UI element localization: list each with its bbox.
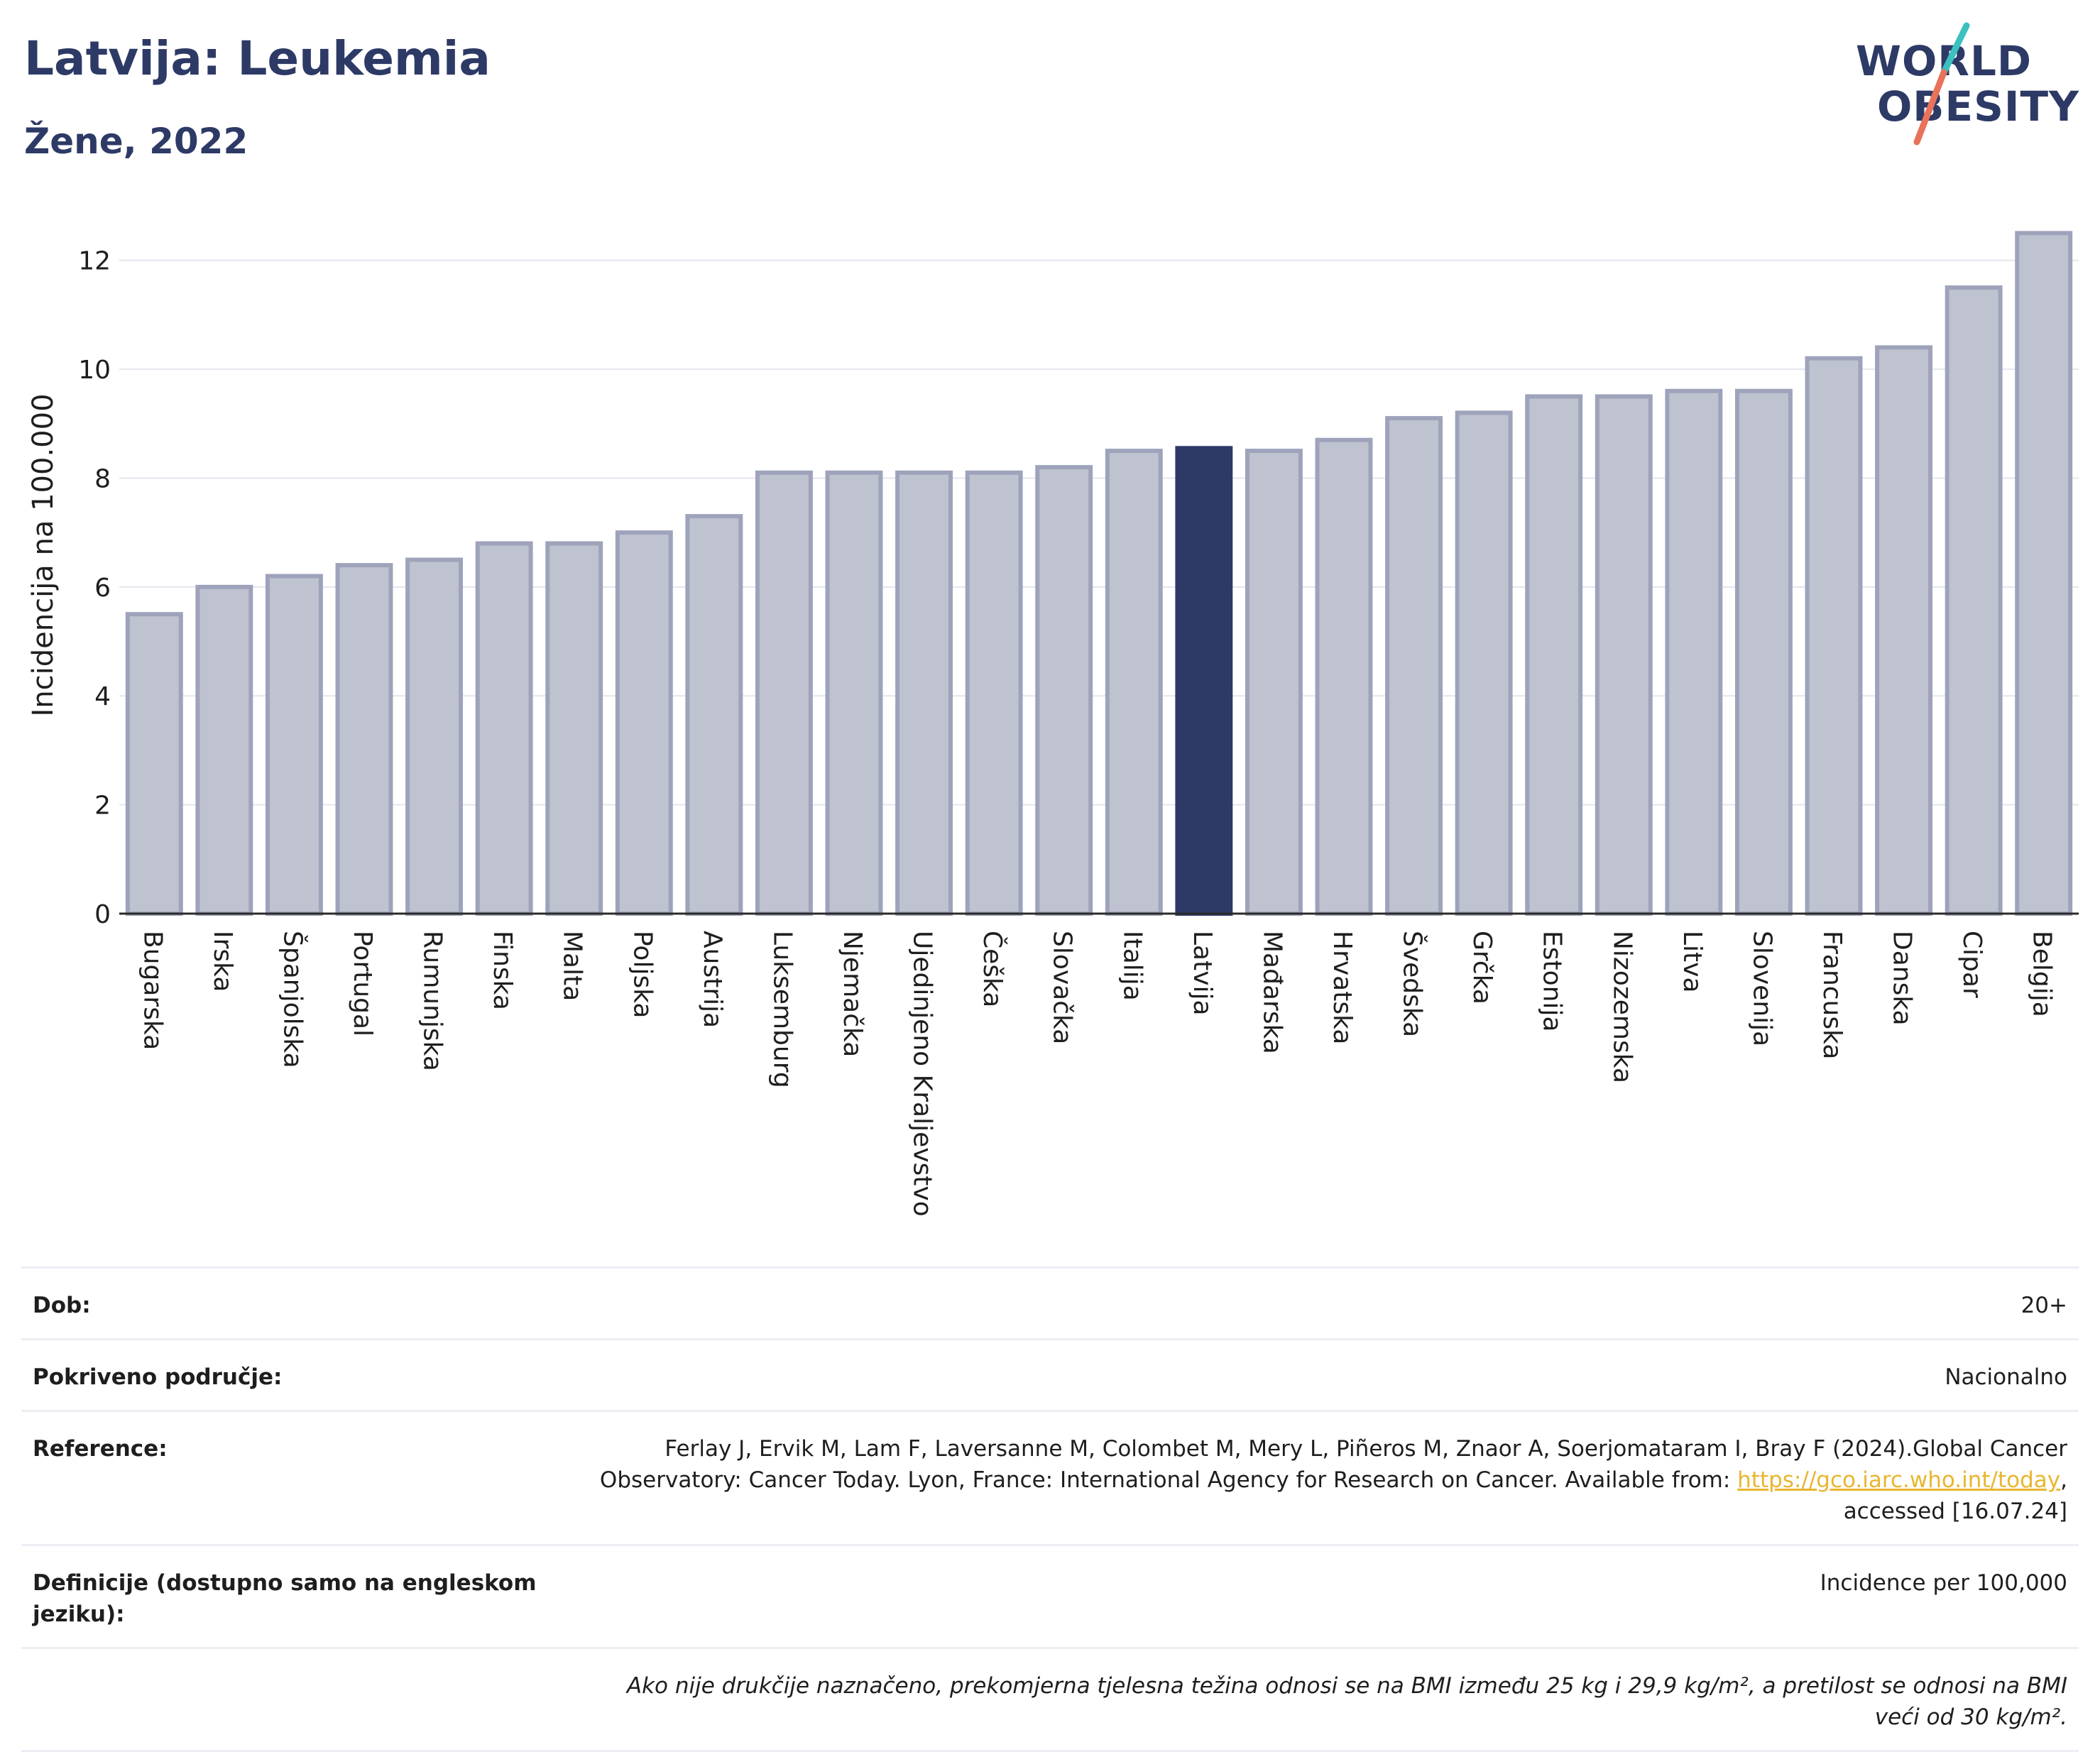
bmi-note: Ako nije drukčije naznačeno, prekomjerna… (626, 1673, 2067, 1730)
reference-text-2: , accessed [16.07.24] (1843, 1467, 2067, 1524)
x-tick-label: Luksemburg (767, 931, 797, 1088)
x-tick-label: Španjolska (278, 931, 307, 1068)
info-row-reference: Reference: Ferlay J, Ervik M, Lam F, Lav… (21, 1410, 2079, 1544)
bar-Slovačka (1035, 465, 1093, 916)
chart-bars (125, 231, 2073, 916)
x-tick-label: Finska (488, 931, 517, 1010)
age-label: Dob: (33, 1293, 91, 1318)
bar-Poljska (615, 530, 673, 916)
chart-axes: 0 2 4 6 8 10 12 Bugarska Irska Španjolska Portugal… (78, 247, 2079, 1217)
bar-Rumunjska (405, 557, 464, 916)
x-tick-label: Rumunjska (418, 931, 447, 1071)
bar-Grčka (1455, 410, 1513, 916)
x-tick-label: Grčka (1467, 931, 1497, 1004)
x-tick-label: Portugal (348, 931, 377, 1036)
x-tick-label: Francuska (1817, 931, 1847, 1059)
x-tick-label: Češka (978, 931, 1007, 1007)
bar-Cipar (1945, 285, 2003, 916)
x-tick-label: Litva (1678, 931, 1707, 993)
x-tick-label: Poljska (628, 931, 657, 1019)
bar-Ujedinjeno Kraljevstvo (895, 470, 953, 916)
bar-Luksemburg (755, 470, 813, 916)
definitions-value: Incidence per 100,000 (1820, 1570, 2067, 1596)
bar-Španjolska (265, 574, 323, 916)
y-tick-label: 2 (94, 792, 111, 821)
x-tick-label: Slovačka (1048, 931, 1077, 1044)
bar-Austrija (685, 514, 743, 916)
x-tick-label: Malta (558, 931, 587, 1001)
info-row-definitions: Definicije (dostupno samo na engleskom j… (21, 1544, 2079, 1647)
x-tick-label: Estonija (1538, 931, 1567, 1032)
info-row-coverage: Pokriveno područje: Nacionalno (21, 1338, 2079, 1410)
bar-Finska (475, 541, 533, 916)
bar-Irska (195, 584, 253, 916)
bar-Hrvatska (1315, 437, 1373, 916)
y-tick-label: 6 (94, 574, 111, 603)
x-tick-label: Hrvatska (1328, 931, 1357, 1044)
x-tick-label: Njemačka (838, 931, 867, 1057)
bar-Portugal (335, 563, 393, 916)
x-tick-label: Belgija (2028, 931, 2057, 1017)
reference-text-1: Ferlay J, Ervik M, Lam F, Laversanne M, … (599, 1436, 2067, 1493)
reference-label: Reference: (33, 1436, 168, 1462)
age-value: 20+ (2020, 1293, 2067, 1318)
bar-Danska (1875, 345, 1933, 916)
bar-Švedska (1385, 416, 1443, 916)
logo-line-2: OBESITY (1877, 82, 2080, 131)
x-tick-label: Švedska (1398, 931, 1428, 1037)
reference-link[interactable]: https://gco.iarc.who.int/today (1737, 1467, 2061, 1493)
bar-Italija (1105, 449, 1163, 916)
x-tick-label: Italija (1117, 931, 1147, 1001)
x-tick-label: Nizozemska (1607, 931, 1636, 1083)
page-title: Latvija: Leukemia (24, 31, 491, 86)
coverage-value: Nacionalno (1945, 1364, 2067, 1390)
y-tick-label: 12 (78, 247, 111, 276)
bar-Bugarska (125, 612, 183, 916)
logo-slash-icon (1913, 22, 1970, 146)
y-tick-label: 10 (78, 356, 111, 385)
x-tick-label: Cipar (1957, 931, 1986, 998)
bar-Češka (965, 470, 1023, 916)
bar-Estonija (1525, 394, 1583, 916)
bar-Slovenija (1734, 388, 1793, 916)
definitions-label: Definicije (dostupno samo na engleskom j… (33, 1570, 537, 1627)
info-row-age: Dob: 20+ (21, 1266, 2079, 1338)
bar-highlight-Latvija (1175, 446, 1233, 916)
y-tick-label: 8 (94, 464, 111, 493)
world-obesity-logo: WORLD OBESITY (1846, 21, 2087, 149)
x-tick-label: Bugarska (138, 931, 167, 1050)
x-tick-label: Mađarska (1257, 931, 1286, 1054)
x-tick-label: Slovenija (1747, 931, 1776, 1046)
reference-value: Ferlay J, Ervik M, Lam F, Laversanne M, … (591, 1433, 2067, 1527)
bar-Litva (1665, 388, 1723, 916)
x-tick-label: Austrija (698, 931, 727, 1028)
y-tick-label: 4 (94, 682, 111, 711)
page-subtitle: Žene, 2022 (24, 121, 248, 162)
x-tick-label: Danska (1888, 931, 1917, 1026)
bar-chart: 0 2 4 6 8 10 12 Bugarska Irska Španjolska Portugal… (27, 231, 2079, 1217)
bar-Malta (545, 541, 603, 916)
bar-Mađarska (1245, 449, 1303, 916)
bar-Njemačka (825, 470, 883, 916)
bar-Francuska (1805, 356, 1863, 916)
bar-Nizozemska (1595, 394, 1653, 916)
x-tick-label: Latvija (1188, 931, 1217, 1016)
x-tick-label: Irska (208, 931, 237, 992)
info-table: Dob: 20+ Pokriveno područje: Nacionalno … (21, 1266, 2079, 1752)
y-axis-label: Incidencija na 100.000 (27, 393, 60, 716)
coverage-label: Pokriveno područje: (33, 1364, 283, 1390)
info-row-note: Ako nije drukčije naznačeno, prekomjerna… (21, 1647, 2079, 1752)
bar-Belgija (2015, 231, 2073, 916)
y-tick-label: 0 (94, 900, 111, 929)
x-tick-label: Ujedinjeno Kraljevstvo (908, 931, 937, 1217)
